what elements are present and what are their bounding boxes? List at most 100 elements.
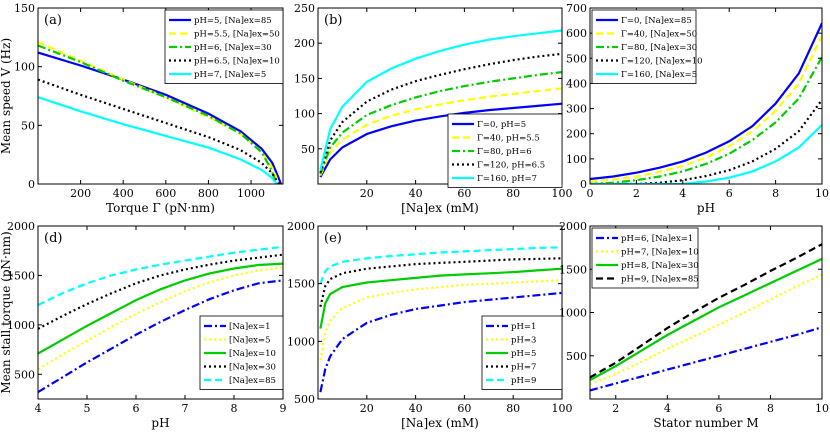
legend-entry: pH=3 — [511, 336, 536, 346]
legend-entry: pH=1 — [511, 322, 536, 332]
legend-entry: [Na]ex=85 — [229, 376, 276, 386]
legend-entry: pH=7, [Na]ex=5 — [194, 70, 266, 80]
series-line — [590, 124, 822, 184]
x-tick-label: 10 — [815, 402, 829, 415]
series-line — [319, 257, 562, 307]
x-tick-label: 2 — [612, 402, 619, 415]
legend-entry: Γ=40, [Na]ex=50 — [621, 30, 697, 40]
x-tick-label: 9 — [280, 402, 287, 415]
x-tick-label: 20 — [360, 187, 374, 200]
x-axis-label: pH — [151, 416, 169, 430]
legend-entry: Γ=120, [Na]ex=10 — [621, 57, 703, 67]
series-line — [38, 279, 283, 394]
series-line — [319, 71, 562, 175]
y-tick-label: 1500 — [559, 263, 587, 276]
x-tick-label: 4 — [679, 187, 686, 200]
legend-entry: pH=6, [Na]ex=1 — [621, 234, 693, 244]
legend-entry: Γ=0, pH=5 — [477, 120, 526, 130]
y-tick-label: 1000 — [7, 319, 35, 332]
legend-box — [447, 113, 563, 188]
legend-entry: pH=5, [Na]ex=85 — [194, 16, 272, 26]
x-tick-label: 40 — [409, 187, 423, 200]
y-tick-label: 100 — [294, 108, 315, 121]
panel-d: 4 5 6 7 8 9 500 1000 1500 2000 (d) pH Mean stall tor… — [0, 220, 287, 430]
y-tick-label: 2000 — [559, 220, 587, 233]
x-tick-label: 6 — [726, 187, 733, 200]
y-tick-label: 500 — [566, 52, 587, 65]
y-tick-label: 0 — [580, 178, 587, 191]
legend-entry: Γ=0, [Na]ex=85 — [621, 16, 692, 26]
y-axis-label: Mean speed V̄ (Hz) — [0, 38, 13, 154]
axes-frame — [37, 7, 284, 185]
y-tick-label: 50 — [301, 143, 315, 156]
axes-frame — [317, 225, 563, 400]
series-line — [590, 99, 822, 184]
y-tick-label: 250 — [294, 2, 315, 15]
x-tick-label: 60 — [457, 187, 471, 200]
y-tick-label: 1500 — [7, 269, 35, 282]
legend: Γ=0, pH=5 Γ=40, pH=5.5 Γ=80, pH=6 Γ=120, pH… — [447, 113, 563, 188]
x-tick-label: 40 — [409, 402, 423, 415]
legend-box — [591, 227, 699, 289]
series-line — [319, 87, 562, 177]
series-line — [590, 326, 822, 392]
panel-label: (a) — [44, 13, 62, 28]
y-tick-label: 600 — [566, 27, 587, 40]
x-tick-label: 5 — [84, 402, 91, 415]
series-line — [590, 56, 822, 184]
x-tick-label: 200 — [70, 187, 91, 200]
series-line — [319, 279, 562, 360]
x-tick-label: 8 — [767, 402, 774, 415]
x-axis-label: pH — [697, 201, 715, 215]
legend-entry: pH=6, [Na]ex=30 — [194, 43, 272, 53]
y-tick-label: 500 — [566, 350, 587, 363]
y-tick-label: 1500 — [287, 278, 315, 291]
x-axis-label: [Na]ex (mM) — [401, 201, 479, 215]
y-tick-label: 200 — [294, 37, 315, 50]
x-tick-label: 8 — [772, 187, 779, 200]
legend-entry: pH=6.5, [Na]ex=10 — [194, 57, 280, 67]
legend-entry: [Na]ex=5 — [229, 336, 271, 346]
legend-entry: pH=7, [Na]ex=10 — [621, 248, 699, 258]
legend-entry: Γ=120, pH=6.5 — [477, 161, 545, 171]
legend-box — [591, 9, 697, 84]
y-tick-label: 50 — [21, 119, 35, 132]
y-tick-label: 0 — [28, 178, 35, 191]
x-tick-label: 6 — [133, 402, 140, 415]
y-tick-label: 2000 — [287, 220, 315, 233]
x-tick-label: 4 — [664, 402, 671, 415]
x-tick-label: 20 — [360, 402, 374, 415]
series-line — [590, 22, 822, 181]
x-tick-label: 7 — [182, 402, 189, 415]
y-axis-label: Mean stall torque (pN·nm) — [0, 231, 13, 393]
legend-entry: [Na]ex=1 — [229, 322, 271, 332]
y-tick-label: 2000 — [7, 220, 35, 233]
y-tick-label: 300 — [566, 103, 587, 116]
axes-frame — [37, 225, 284, 400]
y-tick-label: 200 — [566, 128, 587, 141]
series-line — [38, 253, 283, 330]
series-line — [38, 245, 283, 307]
y-tick-label: 100 — [14, 61, 35, 74]
legend-entry: pH=7 — [511, 363, 536, 373]
x-tick-label: 60 — [457, 402, 471, 415]
y-tick-label: 500 — [14, 368, 35, 381]
legend-entry: pH=9 — [511, 376, 536, 386]
x-tick-label: 10 — [815, 187, 829, 200]
x-tick-label: 4 — [35, 402, 42, 415]
panel-e: 20 40 60 80 100 500 1000 1500 2000 (e) [Na]ex (mM)… — [287, 220, 573, 430]
legend: pH=6, [Na]ex=1 pH=7, [Na]ex=10 pH=8, [Na]e… — [591, 227, 699, 289]
y-tick-label: 700 — [566, 2, 587, 15]
y-tick-label: 100 — [566, 153, 587, 166]
legend: pH=5, [Na]ex=85 pH=5.5, [Na]ex=50 pH=6, [N… — [164, 9, 284, 84]
series-line — [590, 273, 822, 386]
series-line — [319, 29, 562, 171]
axes-frame — [317, 7, 563, 185]
legend-entry: Γ=160, pH=7 — [477, 174, 537, 184]
x-tick-label: 100 — [552, 402, 573, 415]
series-line — [38, 266, 283, 371]
series-line — [590, 257, 822, 381]
x-tick-label: 1000 — [237, 187, 265, 200]
